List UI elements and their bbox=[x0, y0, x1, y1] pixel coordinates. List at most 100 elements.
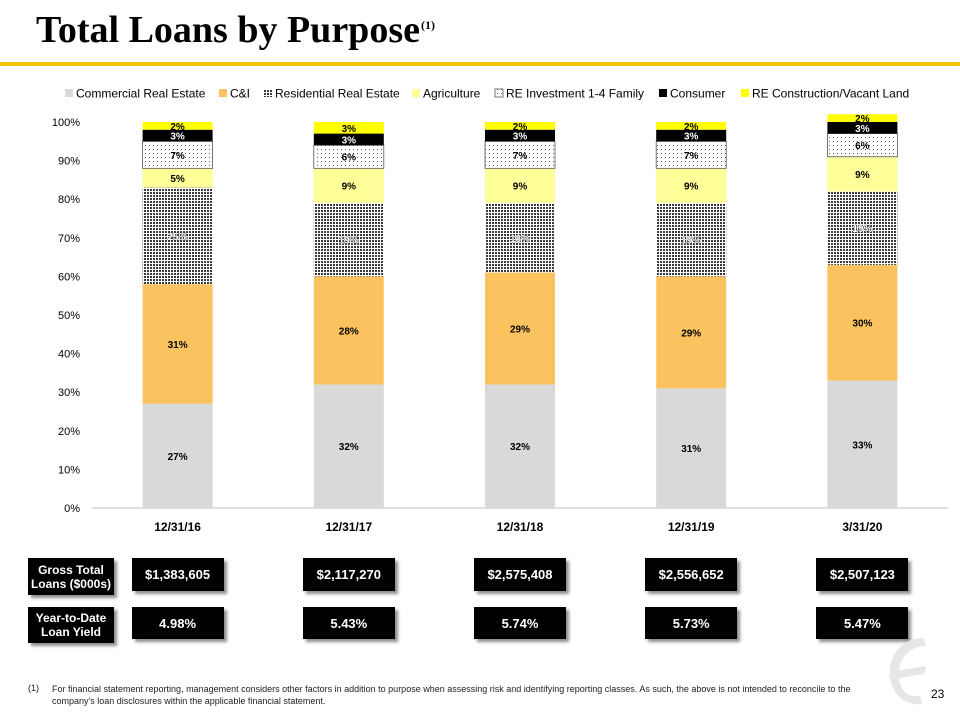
bar-segment bbox=[142, 129, 213, 142]
bar-segment bbox=[827, 264, 898, 381]
legend-label: Agriculture bbox=[423, 87, 481, 101]
title-footnote-marker: (1) bbox=[420, 18, 435, 32]
legend-swatch bbox=[219, 89, 227, 97]
data-label: 6% bbox=[342, 153, 357, 164]
bar-segment bbox=[485, 384, 555, 508]
legend-label: Residential Real Estate bbox=[275, 87, 400, 101]
data-label: 2% bbox=[513, 122, 528, 133]
data-label: 28% bbox=[339, 326, 359, 337]
legend-swatch bbox=[65, 89, 73, 97]
bar-segment bbox=[656, 276, 727, 389]
bar-segment bbox=[485, 168, 555, 204]
y-tick-label: 60% bbox=[58, 271, 80, 283]
y-tick-label: 100% bbox=[52, 117, 80, 129]
data-label: 3% bbox=[513, 132, 528, 143]
logo-icon bbox=[880, 632, 940, 717]
legend-label: Consumer bbox=[670, 87, 725, 101]
legend-swatch bbox=[741, 89, 749, 97]
data-label: 7% bbox=[513, 151, 528, 162]
data-label: 9% bbox=[855, 170, 870, 181]
footnote: For financial statement reporting, manag… bbox=[52, 684, 851, 706]
data-label: 7% bbox=[684, 151, 699, 162]
data-label: 29% bbox=[681, 328, 701, 339]
table-row-label: Year-to-Date Loan Yield bbox=[28, 607, 114, 643]
x-tick-label: 12/31/18 bbox=[497, 520, 544, 534]
bar-segment bbox=[656, 129, 727, 142]
data-label: 9% bbox=[342, 182, 357, 193]
legend-label: RE Construction/Vacant Land bbox=[752, 87, 909, 101]
bar-segment bbox=[827, 122, 898, 134]
x-tick-label: 12/31/17 bbox=[325, 520, 372, 534]
table-cell: 5.74% bbox=[474, 607, 566, 639]
bar-segment bbox=[656, 203, 727, 277]
legend-swatch bbox=[264, 89, 272, 97]
bar-segment bbox=[142, 168, 213, 188]
data-label: 32% bbox=[510, 442, 530, 453]
data-label: 3% bbox=[170, 132, 185, 143]
data-label: 7% bbox=[170, 151, 185, 162]
data-label: 18% bbox=[510, 234, 530, 245]
x-tick-label: 12/31/16 bbox=[154, 520, 201, 534]
bar-segment bbox=[485, 203, 555, 273]
page-title: Total Loans by Purpose(1) bbox=[36, 9, 435, 51]
stacked-bar-chart: Commercial Real Estate C&I Residential Rea… bbox=[52, 87, 948, 534]
table-cell: $1,383,605 bbox=[131, 558, 224, 591]
legend-label: Commercial Real Estate bbox=[76, 87, 206, 101]
page-number: 23 bbox=[931, 687, 945, 701]
bar-segment bbox=[656, 388, 727, 508]
bar-segment bbox=[142, 122, 213, 130]
data-label: 30% bbox=[852, 319, 872, 330]
title-rule bbox=[0, 62, 960, 66]
bar-segment bbox=[313, 203, 384, 277]
bar-segment bbox=[313, 276, 384, 385]
table-cell: $2,507,123 bbox=[816, 558, 909, 591]
bar-segment bbox=[485, 129, 555, 142]
legend-swatch bbox=[494, 88, 504, 98]
x-tick-label: 3/31/20 bbox=[842, 520, 882, 534]
y-tick-label: 30% bbox=[58, 387, 80, 399]
data-label: 2% bbox=[684, 122, 699, 133]
data-label: 19% bbox=[852, 224, 872, 235]
table-cell: $2,556,652 bbox=[645, 558, 738, 591]
data-label: 6% bbox=[855, 141, 870, 152]
table-cell: 5.43% bbox=[302, 607, 395, 639]
data-label: 25% bbox=[168, 232, 188, 243]
table-cell: 5.47% bbox=[816, 607, 909, 639]
x-axis: 12/31/16 12/31/17 12/31/18 12/31/19 3/31/20 bbox=[154, 520, 882, 534]
data-label: 3% bbox=[342, 135, 357, 146]
legend-swatch bbox=[659, 89, 667, 97]
y-tick-label: 90% bbox=[58, 156, 80, 168]
data-label: 2% bbox=[170, 122, 185, 133]
table-row-label: Gross Total Loans ($000s) bbox=[28, 558, 114, 595]
data-label: 3% bbox=[684, 132, 699, 143]
table-cell: 4.98% bbox=[131, 607, 224, 639]
bar-segment bbox=[313, 384, 384, 508]
bar-segment bbox=[485, 272, 555, 385]
y-tick-label: 0% bbox=[64, 503, 80, 515]
data-label: 9% bbox=[684, 182, 699, 193]
bar-segment bbox=[313, 122, 384, 134]
data-label: 3% bbox=[855, 124, 870, 135]
y-axis: 0% 10% 20% 30% 40% 50% 60% 70% 80% 90% 100% bbox=[52, 117, 948, 515]
bar-segment bbox=[656, 122, 727, 130]
y-tick-label: 10% bbox=[58, 464, 80, 476]
bar-segment bbox=[827, 114, 898, 122]
bar-segment bbox=[827, 156, 898, 192]
y-tick-label: 70% bbox=[58, 233, 80, 245]
data-label: 27% bbox=[168, 452, 188, 463]
bar-segment bbox=[827, 191, 898, 265]
table-cell: 5.73% bbox=[645, 607, 738, 639]
data-label: 31% bbox=[168, 340, 188, 351]
chart-legend: Commercial Real Estate C&I Residential Rea… bbox=[65, 87, 909, 101]
data-label: 33% bbox=[852, 440, 872, 451]
bar-segment bbox=[313, 168, 384, 204]
bar-segment bbox=[484, 140, 556, 169]
data-label: 19% bbox=[681, 236, 701, 247]
bar-segment bbox=[656, 168, 727, 204]
data-label: 3% bbox=[342, 124, 357, 135]
bars: 27%31%25%5%7%3%2%32%28%19%9%6%3%3%32%29%… bbox=[142, 114, 898, 508]
bar-segment bbox=[313, 133, 384, 146]
data-label: 32% bbox=[339, 442, 359, 453]
bar-segment bbox=[142, 187, 213, 285]
data-label: 31% bbox=[681, 444, 701, 455]
